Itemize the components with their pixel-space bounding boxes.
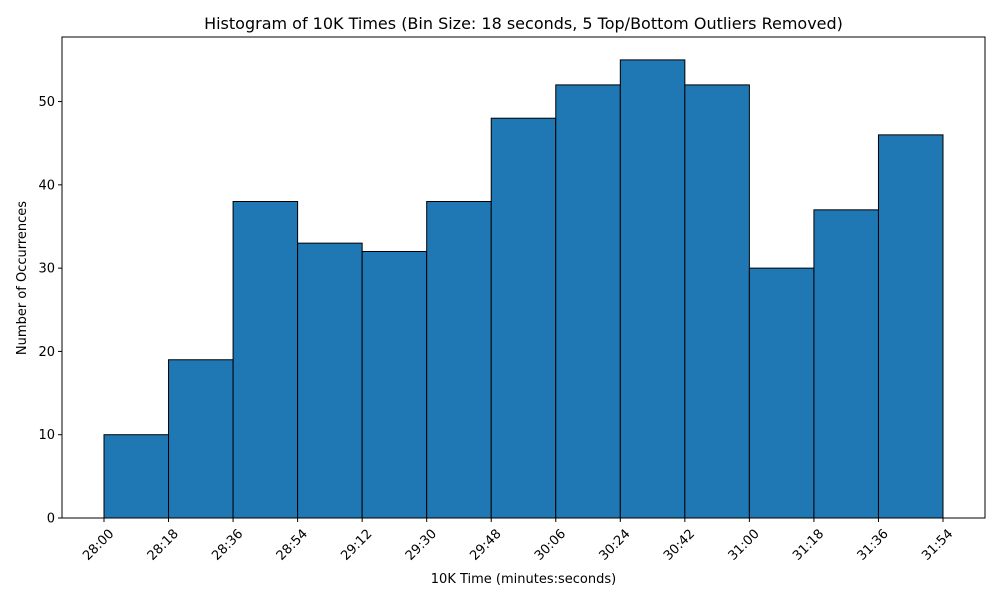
x-axis-ticks: 28:00 28:18 28:36 28:54 29:12 29:30 29:48 30:06… xyxy=(80,518,956,564)
bar-31-36 xyxy=(877,134,944,519)
x-tick-label: 31:54 xyxy=(919,527,956,564)
x-tick-label: 28:54 xyxy=(274,527,311,564)
bars-layer xyxy=(103,59,944,519)
x-tick-label: 30:06 xyxy=(532,527,569,564)
bar-28-54 xyxy=(297,242,363,519)
y-axis-ticks: 0 10 20 30 40 50 xyxy=(38,95,62,527)
x-tick-label: 30:24 xyxy=(596,527,633,564)
bar-29-12 xyxy=(361,250,428,519)
y-tick-label: 20 xyxy=(38,345,55,360)
y-tick-label: 40 xyxy=(38,178,55,193)
bar-28-00 xyxy=(103,434,170,519)
y-tick-label: 50 xyxy=(38,95,55,110)
bar-28-18 xyxy=(168,359,234,519)
x-tick-label: 29:12 xyxy=(338,527,375,564)
x-tick-label: 30:42 xyxy=(661,527,698,564)
bar-31-18 xyxy=(813,209,879,519)
bar-29-30 xyxy=(426,200,492,519)
bar-29-48 xyxy=(490,117,557,519)
bar-30-24 xyxy=(619,59,686,519)
y-tick-label: 10 xyxy=(38,428,55,443)
x-tick-label: 31:18 xyxy=(790,527,827,564)
x-tick-label: 31:36 xyxy=(855,527,892,564)
x-tick-label: 28:36 xyxy=(209,527,246,564)
x-tick-label: 28:00 xyxy=(80,527,117,564)
bar-30-42 xyxy=(684,84,750,519)
x-tick-label: 31:00 xyxy=(726,527,763,564)
y-tick-label: 0 xyxy=(47,512,55,527)
x-tick-label: 28:18 xyxy=(145,527,182,564)
y-tick-label: 30 xyxy=(38,262,55,277)
chart-title: Histogram of 10K Times (Bin Size: 18 sec… xyxy=(204,14,843,33)
y-axis-label: Number of Occurrences xyxy=(15,201,30,355)
bar-31-00 xyxy=(748,267,815,519)
bar-30-06 xyxy=(555,84,621,519)
bar-28-36 xyxy=(232,200,299,519)
x-tick-label: 29:48 xyxy=(467,527,504,564)
x-tick-label: 29:30 xyxy=(403,527,440,564)
x-axis-label: 10K Time (minutes:seconds) xyxy=(431,572,616,587)
axes-layer xyxy=(61,36,986,519)
plot-frame xyxy=(61,36,986,519)
